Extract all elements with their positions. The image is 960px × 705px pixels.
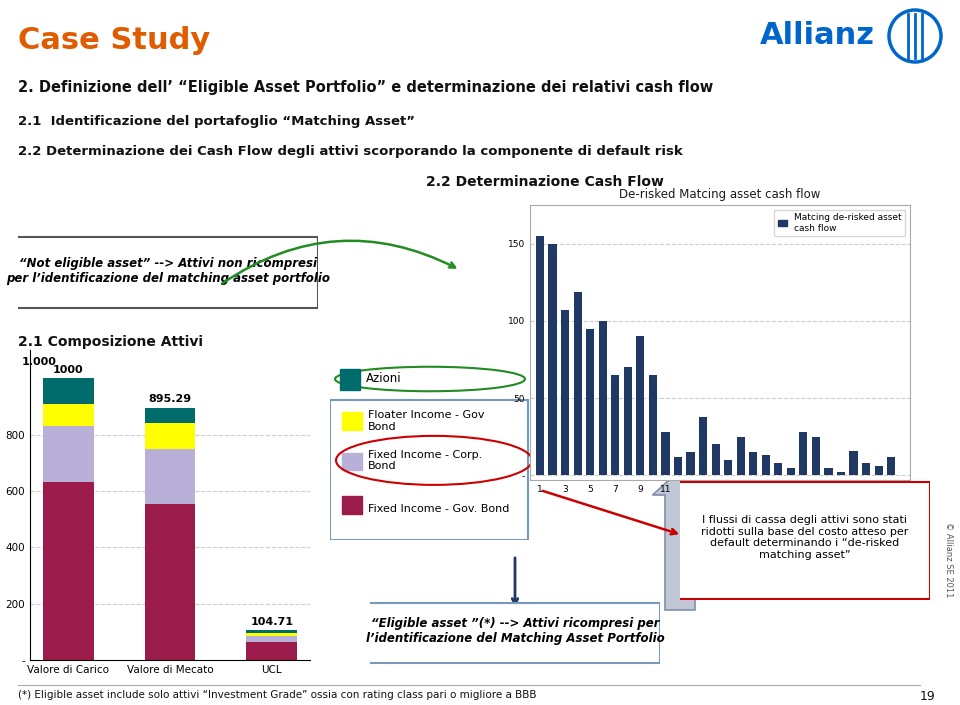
Text: © Allianz SE 2011: © Allianz SE 2011 <box>945 522 953 598</box>
FancyBboxPatch shape <box>15 238 318 308</box>
Text: Floater Income - Gov
Bond: Floater Income - Gov Bond <box>368 410 485 431</box>
Bar <box>342 453 362 470</box>
Bar <box>145 503 196 660</box>
Bar <box>561 310 569 475</box>
Bar <box>887 457 896 475</box>
Text: Allianz: Allianz <box>760 21 875 51</box>
Bar <box>837 472 845 475</box>
FancyArrow shape <box>653 470 708 610</box>
Bar <box>342 412 362 430</box>
Bar <box>43 378 94 403</box>
Bar <box>711 444 720 475</box>
Bar <box>342 496 362 514</box>
Bar <box>247 642 298 660</box>
Bar <box>247 636 298 642</box>
Bar <box>787 467 795 475</box>
FancyBboxPatch shape <box>678 482 930 599</box>
FancyBboxPatch shape <box>367 603 660 663</box>
Bar <box>43 403 94 426</box>
Bar <box>573 291 582 475</box>
Text: I flussi di cassa degli attivi sono stati
ridotti sulla base del costo atteso pe: I flussi di cassa degli attivi sono stat… <box>702 515 909 560</box>
Bar <box>636 336 644 475</box>
Bar <box>761 455 770 475</box>
Bar <box>862 463 870 475</box>
Bar <box>649 375 657 475</box>
Bar <box>875 466 883 475</box>
Bar <box>825 467 832 475</box>
Bar <box>145 448 196 503</box>
Text: Case Study: Case Study <box>18 26 210 55</box>
Bar <box>775 463 782 475</box>
Text: 2.2 Determinazione Cash Flow: 2.2 Determinazione Cash Flow <box>426 175 664 189</box>
Text: 2.2 Determinazione dei Cash Flow degli attivi scorporando la componente di defau: 2.2 Determinazione dei Cash Flow degli a… <box>18 145 683 158</box>
Bar <box>661 432 669 475</box>
Bar <box>340 369 360 391</box>
Bar <box>800 432 807 475</box>
Text: 104.71: 104.71 <box>251 617 294 627</box>
Bar <box>587 329 594 475</box>
Bar <box>612 375 619 475</box>
Bar <box>43 426 94 482</box>
Bar <box>599 321 607 475</box>
Text: (*) Eligible asset include solo attivi “Investment Grade” ossia con rating class: (*) Eligible asset include solo attivi “… <box>18 690 537 700</box>
Bar <box>686 452 695 475</box>
Bar <box>724 460 732 475</box>
Text: 1000: 1000 <box>53 364 84 375</box>
Text: 2.1 Composizione Attivi: 2.1 Composizione Attivi <box>18 335 203 349</box>
Bar <box>145 407 196 423</box>
Bar <box>624 367 632 475</box>
Bar <box>749 452 757 475</box>
Text: Azioni: Azioni <box>366 372 401 386</box>
Bar <box>247 633 298 636</box>
Bar <box>548 244 557 475</box>
Text: 2. Definizione dell’ “Eligible Asset Portfolio” e determinazione dei relativi ca: 2. Definizione dell’ “Eligible Asset Por… <box>18 80 713 95</box>
Legend: Matcing de-risked asset
cash flow: Matcing de-risked asset cash flow <box>775 209 905 236</box>
Text: Fixed Income - Corp.
Bond: Fixed Income - Corp. Bond <box>368 450 482 471</box>
Text: “Not eligible asset” --> Attivi non ricompresi
per l’identificazione del matchin: “Not eligible asset” --> Attivi non rico… <box>6 257 330 285</box>
Text: 895.29: 895.29 <box>149 394 192 405</box>
Title: De-risked Matcing asset cash flow: De-risked Matcing asset cash flow <box>619 188 821 201</box>
Bar <box>850 450 857 475</box>
Text: “Eligible asset ”(*) --> Attivi ricompresi per
l’identificazione del Matching As: “Eligible asset ”(*) --> Attivi ricompre… <box>366 617 664 645</box>
Text: 19: 19 <box>920 690 935 703</box>
FancyBboxPatch shape <box>330 400 528 540</box>
Bar <box>736 436 745 475</box>
Bar <box>674 457 682 475</box>
Text: 1.000: 1.000 <box>22 357 57 367</box>
Text: Fixed Income - Gov. Bond: Fixed Income - Gov. Bond <box>368 503 510 513</box>
Bar <box>145 423 196 448</box>
Bar <box>536 236 544 475</box>
Bar <box>247 630 298 633</box>
Bar <box>43 482 94 660</box>
Text: 2.1  Identificazione del portafoglio “Matching Asset”: 2.1 Identificazione del portafoglio “Mat… <box>18 115 415 128</box>
Bar <box>699 417 708 475</box>
Bar <box>812 436 820 475</box>
